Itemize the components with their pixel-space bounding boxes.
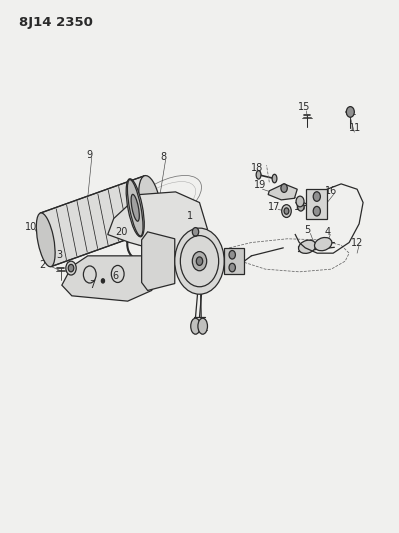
Text: 15: 15	[298, 102, 310, 111]
Text: 8: 8	[160, 152, 167, 162]
Polygon shape	[224, 248, 244, 274]
Text: 18: 18	[251, 163, 263, 173]
Polygon shape	[142, 232, 175, 290]
Ellipse shape	[272, 174, 277, 183]
Ellipse shape	[296, 196, 304, 207]
Text: 14: 14	[280, 186, 292, 196]
Text: 13: 13	[294, 202, 306, 212]
Ellipse shape	[66, 261, 76, 275]
Text: 7: 7	[89, 280, 96, 290]
Text: 5: 5	[304, 225, 310, 235]
Ellipse shape	[256, 171, 261, 179]
Ellipse shape	[192, 252, 207, 271]
Ellipse shape	[229, 251, 235, 259]
Text: 19: 19	[254, 181, 266, 190]
Text: 9: 9	[87, 150, 93, 159]
Polygon shape	[108, 192, 207, 253]
Text: 2: 2	[40, 260, 46, 270]
Text: 1: 1	[186, 211, 193, 221]
Ellipse shape	[139, 175, 161, 230]
Text: 11: 11	[349, 123, 361, 133]
Polygon shape	[40, 176, 155, 266]
Polygon shape	[268, 184, 297, 200]
Ellipse shape	[68, 264, 74, 272]
Ellipse shape	[175, 228, 224, 294]
Text: 6: 6	[113, 271, 119, 281]
Ellipse shape	[198, 318, 207, 334]
Text: 8J14 2350: 8J14 2350	[19, 16, 93, 29]
Ellipse shape	[101, 279, 105, 283]
Ellipse shape	[126, 179, 144, 237]
Ellipse shape	[313, 192, 320, 201]
Text: 4: 4	[324, 227, 330, 237]
Text: 12: 12	[351, 238, 363, 247]
Ellipse shape	[131, 195, 139, 221]
Text: 10: 10	[25, 222, 37, 231]
Ellipse shape	[229, 263, 235, 272]
Polygon shape	[306, 189, 327, 219]
Ellipse shape	[298, 203, 304, 211]
Ellipse shape	[192, 228, 199, 236]
Text: 17: 17	[267, 202, 280, 212]
Ellipse shape	[196, 257, 203, 265]
Ellipse shape	[284, 208, 289, 214]
Text: 16: 16	[325, 186, 337, 196]
Ellipse shape	[313, 206, 320, 216]
Ellipse shape	[36, 213, 55, 266]
Ellipse shape	[314, 238, 332, 251]
Polygon shape	[62, 256, 164, 301]
Ellipse shape	[298, 240, 316, 253]
Ellipse shape	[191, 318, 200, 334]
Ellipse shape	[282, 205, 291, 217]
Text: 3: 3	[56, 250, 62, 260]
Text: 20: 20	[115, 227, 128, 237]
Ellipse shape	[281, 184, 287, 192]
Ellipse shape	[346, 107, 354, 117]
